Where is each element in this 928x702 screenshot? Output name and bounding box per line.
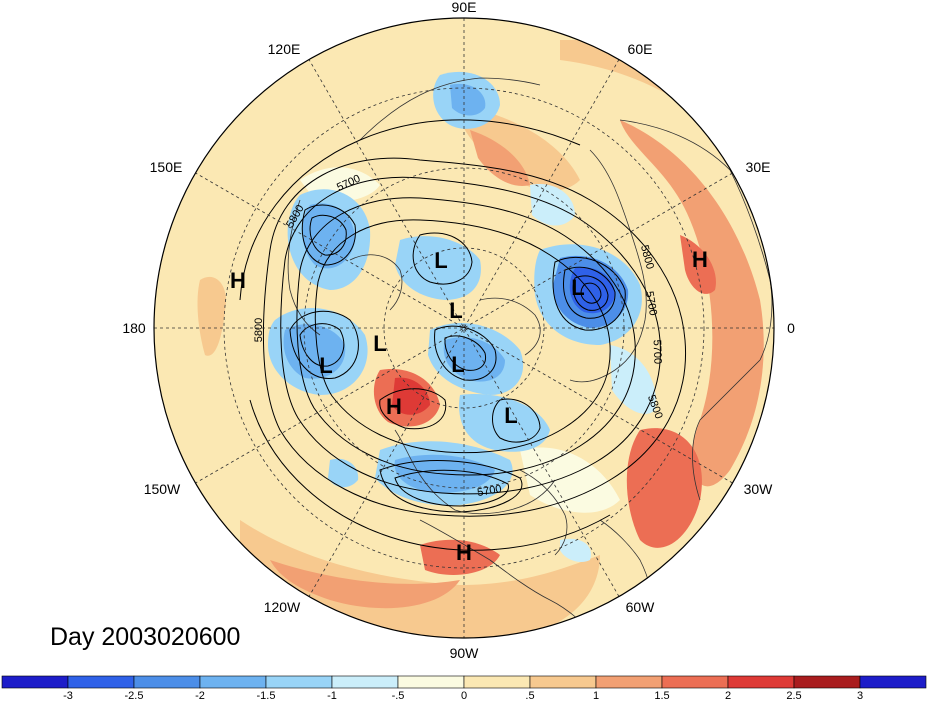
longitude-labels: 90E 60E 30E 0 30W 60W 90W 120W 150W 180 150E 120E — [122, 0, 795, 661]
colorbar-swatch — [595, 675, 663, 689]
colorbar-swatch — [859, 675, 927, 689]
low-pressure-marker: L — [373, 331, 386, 356]
colorbar-tick-label: -.5 — [392, 690, 405, 702]
high-pressure-marker: H — [692, 247, 708, 272]
day-label: Day 2003020600 — [50, 623, 240, 651]
low-pressure-marker: L — [434, 248, 447, 273]
map-disk — [154, 18, 774, 638]
high-pressure-marker: H — [386, 394, 402, 419]
colorbar-swatch — [529, 675, 597, 689]
colorbar-swatch — [793, 675, 861, 689]
contour-label: 5700 — [643, 290, 659, 316]
colorbar-tick-label: 3 — [857, 690, 863, 702]
longitude-label: 180 — [122, 320, 146, 336]
colorbar-swatch — [463, 675, 531, 689]
colorbar-tick-label: 2.5 — [786, 690, 801, 702]
colorbar-tick-label: -3 — [63, 690, 73, 702]
graticule — [154, 18, 774, 638]
colorbar-swatch — [727, 675, 795, 689]
map-boundary — [153, 17, 775, 639]
high-pressure-marker: H — [456, 540, 472, 565]
colorbar-swatch — [265, 675, 333, 689]
height-contours — [239, 119, 687, 551]
colorbar-swatch — [133, 675, 201, 689]
longitude-label: 90W — [450, 645, 480, 661]
low-pressure-marker: L — [504, 403, 517, 428]
low-pressure-marker: L — [451, 352, 464, 377]
longitude-label: 90E — [452, 0, 477, 15]
longitude-label: 30W — [744, 481, 774, 497]
colorbar-swatch — [661, 675, 729, 689]
colorbar-swatch — [199, 675, 267, 689]
colorbar: -3 -2.5 -2 -1.5 -1 -.5 0 .5 1 1.5 2 2.5 3 — [1, 675, 927, 702]
colorbar-swatch — [1, 675, 69, 689]
colorbar-tick-label: 1 — [593, 690, 599, 702]
colorbar-tick-label: -1 — [327, 690, 337, 702]
longitude-label: 60E — [628, 41, 653, 57]
colorbar-tick-label: -1.5 — [257, 690, 276, 702]
contour-label: 5700 — [651, 339, 664, 364]
colorbar-tick-label: 2 — [725, 690, 731, 702]
longitude-label: 150W — [144, 481, 181, 497]
low-pressure-marker: L — [449, 298, 462, 323]
cold-anomaly-regions — [268, 71, 656, 562]
contour-label: 5700 — [476, 483, 502, 499]
longitude-label: 120W — [264, 599, 301, 615]
colorbar-tick-label: 0 — [461, 690, 467, 702]
colorbar-tick-label: -2.5 — [125, 690, 144, 702]
high-pressure-marker: H — [230, 268, 246, 293]
colorbar-swatch — [331, 675, 399, 689]
longitude-label: 120E — [268, 41, 301, 57]
colorbar-swatch — [67, 675, 135, 689]
colorbar-tick-label: .5 — [525, 690, 534, 702]
longitude-label: 30E — [746, 159, 771, 175]
longitude-label: 150E — [150, 159, 183, 175]
colorbar-swatch — [397, 675, 465, 689]
longitude-label: 0 — [787, 320, 795, 336]
low-pressure-marker: L — [319, 353, 332, 378]
colorbar-tick-label: -2 — [195, 690, 205, 702]
longitude-label: 60W — [626, 599, 656, 615]
low-pressure-marker: L — [571, 275, 584, 300]
contour-label: 5800 — [253, 318, 265, 342]
colorbar-tick-label: 1.5 — [654, 690, 669, 702]
